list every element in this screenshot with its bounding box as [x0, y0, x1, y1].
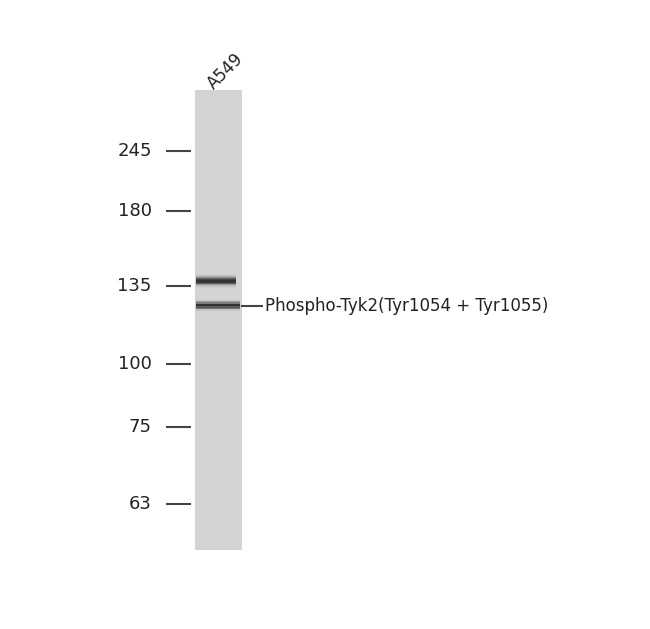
Text: A549: A549 — [203, 50, 246, 92]
Text: 135: 135 — [118, 277, 152, 295]
Text: 180: 180 — [118, 202, 152, 220]
Text: 100: 100 — [118, 355, 152, 372]
Text: Phospho-Tyk2(Tyr1054 + Tyr1055): Phospho-Tyk2(Tyr1054 + Tyr1055) — [265, 296, 549, 314]
Text: 75: 75 — [129, 418, 152, 436]
Text: 63: 63 — [129, 495, 152, 513]
Text: 245: 245 — [117, 142, 152, 160]
Bar — [194, 90, 242, 550]
